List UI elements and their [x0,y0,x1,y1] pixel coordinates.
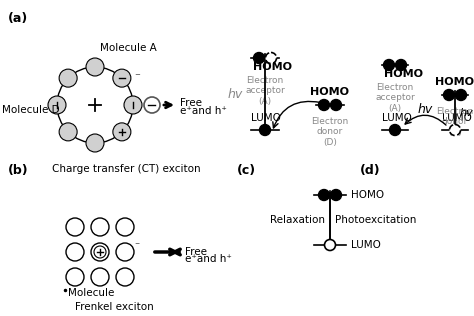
Circle shape [59,123,77,141]
Text: Relaxation: Relaxation [270,215,325,225]
Text: (a): (a) [8,12,28,25]
Text: Charge transfer (CT) exciton: Charge transfer (CT) exciton [52,164,201,174]
Circle shape [113,123,131,141]
Circle shape [116,243,134,261]
Text: Free: Free [185,247,207,257]
Circle shape [254,52,264,64]
Circle shape [444,89,455,100]
Text: HOMO: HOMO [310,87,349,97]
Text: Molecule A: Molecule A [100,43,157,53]
Circle shape [116,268,134,286]
Text: hv: hv [228,88,243,100]
Circle shape [449,125,461,136]
Circle shape [86,58,104,76]
Circle shape [116,218,134,236]
Circle shape [319,190,329,200]
Text: Frenkel exciton: Frenkel exciton [75,302,154,312]
Circle shape [259,125,271,136]
Text: HOMO: HOMO [384,69,423,79]
Text: Photoexcitation: Photoexcitation [335,215,416,225]
Text: e⁺and h⁺: e⁺and h⁺ [180,106,227,116]
Circle shape [383,59,394,70]
Text: LUMO: LUMO [442,113,472,123]
Circle shape [390,125,401,136]
Circle shape [66,218,84,236]
Text: (d): (d) [360,164,381,177]
Text: LUMO: LUMO [382,113,412,123]
Circle shape [91,243,109,261]
Text: HOMO: HOMO [436,77,474,87]
Circle shape [86,134,104,152]
Circle shape [456,89,466,100]
Circle shape [66,268,84,286]
Circle shape [94,246,106,258]
Text: (b): (b) [8,164,28,177]
Circle shape [66,243,84,261]
Text: HOMO: HOMO [351,190,384,200]
Text: Free: Free [180,98,202,108]
Text: ⁻: ⁻ [134,72,140,82]
Text: hv: hv [418,103,433,116]
Text: hv: hv [460,107,474,118]
Circle shape [265,52,276,64]
Text: Electron
donor
(D): Electron donor (D) [311,117,348,147]
Text: e⁺and h⁺: e⁺and h⁺ [185,254,232,264]
Circle shape [91,218,109,236]
Circle shape [144,97,160,113]
Text: Molecule: Molecule [68,288,114,298]
Circle shape [325,240,336,251]
Text: (c): (c) [237,164,256,177]
Text: Molecule D: Molecule D [2,105,60,115]
Circle shape [330,100,341,111]
Circle shape [91,268,109,286]
Text: Electron
acceptor
(A): Electron acceptor (A) [245,76,285,106]
Circle shape [59,69,77,87]
Text: Electron
donor
(D): Electron donor (D) [437,107,474,137]
Circle shape [395,59,407,70]
Text: LUMO: LUMO [251,113,281,123]
Text: HOMO: HOMO [253,62,292,72]
Circle shape [319,100,329,111]
Text: ⁻: ⁻ [134,241,139,251]
Text: LUMO: LUMO [351,240,381,250]
Circle shape [48,96,66,114]
Text: Electron
acceptor
(A): Electron acceptor (A) [375,83,415,113]
Circle shape [124,96,142,114]
Circle shape [330,190,341,200]
Circle shape [113,69,131,87]
